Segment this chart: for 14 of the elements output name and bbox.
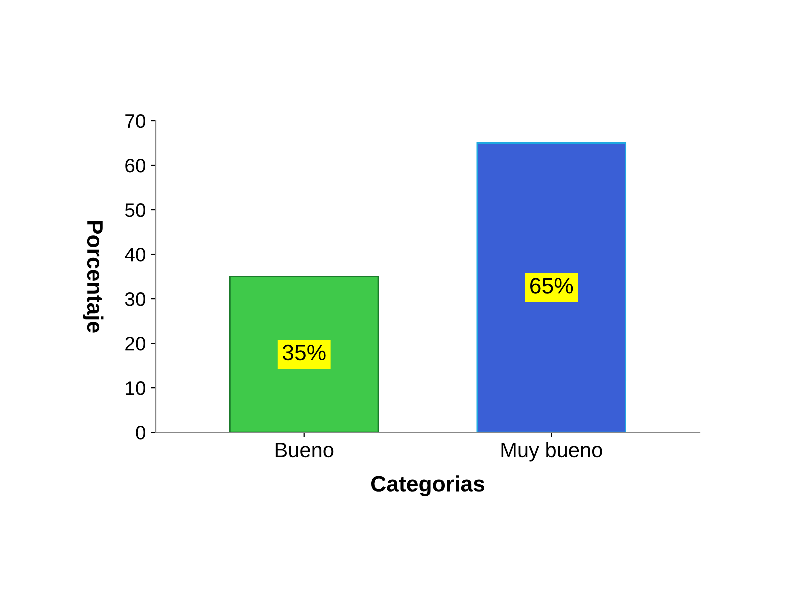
data-label: 35%	[282, 344, 326, 361]
x-axis-title: Categorias	[371, 476, 485, 496]
y-tick-label: 40	[125, 248, 146, 262]
y-tick-label: 70	[126, 114, 146, 128]
y-tick-label: 50	[125, 203, 146, 218]
y-tick-label: 20	[126, 337, 146, 351]
y-tick-label: 60	[126, 158, 146, 173]
y-tick-label: 0	[136, 426, 146, 440]
y-tick-label: 10	[126, 382, 146, 396]
x-tick-label: Muy bueno	[502, 442, 602, 462]
x-tick-label: Bueno	[276, 443, 334, 458]
y-axis-title: Porcentaje	[82, 221, 104, 333]
data-label: 65%	[530, 278, 574, 294]
y-tick-label: 30	[125, 292, 146, 306]
